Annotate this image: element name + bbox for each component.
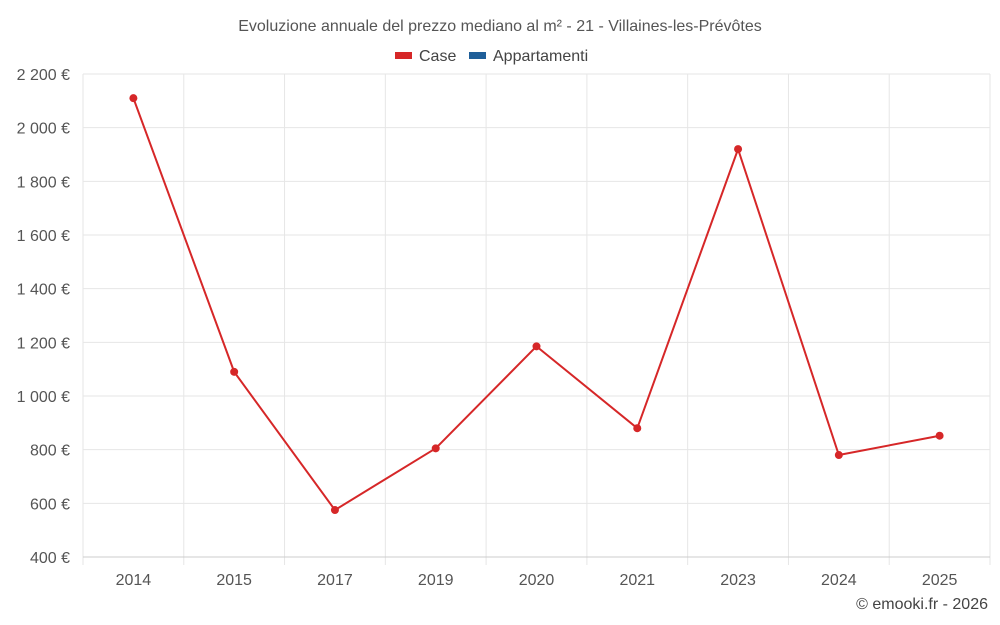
legend-swatch-appartamenti bbox=[469, 52, 486, 59]
x-axis: 2014 2015 2017 2019 2020 2021 2023 2024 2025 bbox=[83, 556, 990, 589]
legend-label-appartamenti: Appartamenti bbox=[493, 48, 588, 65]
x-tick-label: 2024 bbox=[821, 572, 857, 589]
y-tick-label: 1 800 € bbox=[17, 174, 70, 191]
y-tick-label: 400 € bbox=[30, 550, 70, 567]
x-tick-label: 2017 bbox=[317, 572, 353, 589]
y-tick-label: 2 200 € bbox=[17, 67, 70, 84]
y-tick-label: 1 400 € bbox=[17, 282, 70, 299]
data-point-case[interactable] bbox=[330, 506, 339, 515]
x-tick-label: 2015 bbox=[216, 572, 252, 589]
data-point-case[interactable] bbox=[834, 451, 843, 460]
x-tick-label: 2019 bbox=[418, 572, 454, 589]
y-tick-label: 800 € bbox=[30, 443, 70, 460]
legend-swatch-case bbox=[395, 52, 412, 59]
legend-label-case: Case bbox=[419, 48, 456, 65]
y-tick-label: 1 000 € bbox=[17, 389, 70, 406]
credit-text: © emooki.fr - 2026 bbox=[856, 596, 988, 613]
x-tick-label: 2021 bbox=[619, 572, 655, 589]
legend: Case Appartamenti bbox=[395, 48, 588, 65]
x-tick-label: 2014 bbox=[116, 572, 152, 589]
series-line-case bbox=[132, 97, 940, 512]
data-point-case[interactable] bbox=[633, 424, 642, 433]
series-layer bbox=[129, 94, 944, 515]
y-tick-label: 600 € bbox=[30, 496, 70, 513]
x-tick-label: 2025 bbox=[922, 572, 958, 589]
data-point-case[interactable] bbox=[129, 94, 138, 103]
data-point-case[interactable] bbox=[431, 444, 440, 453]
data-point-case[interactable] bbox=[230, 367, 239, 376]
data-point-case[interactable] bbox=[734, 145, 743, 154]
y-tick-label: 2 000 € bbox=[17, 121, 70, 138]
grid bbox=[82, 73, 991, 565]
data-point-case[interactable] bbox=[935, 431, 944, 440]
y-axis: 400 € 600 € 800 € 1 000 € 1 200 € 1 400 € 1 60… bbox=[17, 67, 70, 567]
y-tick-label: 1 600 € bbox=[17, 228, 70, 245]
legend-item-appartamenti[interactable]: Appartamenti bbox=[469, 48, 588, 65]
y-tick-label: 1 200 € bbox=[17, 335, 70, 352]
chart-title: Evoluzione annuale del prezzo mediano al… bbox=[238, 18, 762, 35]
legend-item-case[interactable]: Case bbox=[395, 48, 456, 65]
x-tick-label: 2023 bbox=[720, 572, 756, 589]
x-tick-label: 2020 bbox=[519, 572, 555, 589]
data-point-case[interactable] bbox=[532, 342, 541, 351]
